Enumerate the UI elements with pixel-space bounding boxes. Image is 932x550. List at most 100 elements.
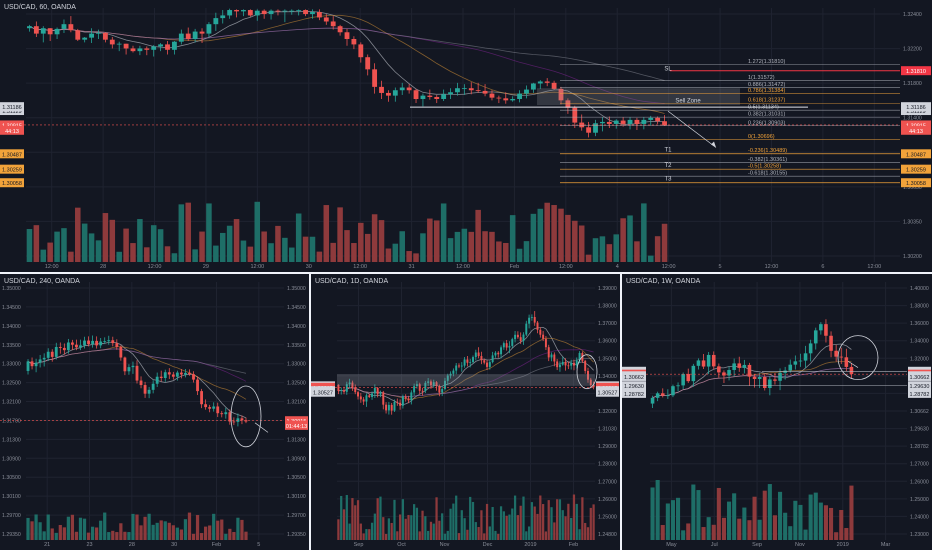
y-tick-label: 1.40000 xyxy=(910,286,929,292)
candle-body xyxy=(558,364,561,368)
candle-body xyxy=(406,87,412,91)
volume-bar xyxy=(589,507,592,540)
volume-bar xyxy=(216,520,220,540)
price-tag-label: 1.31810 xyxy=(906,69,926,75)
y-tick-label-left: 1.32100 xyxy=(2,400,21,406)
chart-svg-h1[interactable]: 12:00 28 12:00 29 12:00 30 12:00 31 12:00 Feb 12:0… xyxy=(0,0,932,272)
volume-bar xyxy=(839,509,844,540)
x-tick-label: 21 xyxy=(44,542,50,548)
volume-bar xyxy=(491,507,494,540)
volume-bar xyxy=(226,225,233,262)
y-tick-label: 1.32200 xyxy=(903,47,922,53)
volume-bar xyxy=(711,524,716,540)
candle-body xyxy=(337,26,343,33)
volume-bar xyxy=(337,519,340,540)
volume-bar xyxy=(175,527,179,540)
candle-body xyxy=(373,387,376,394)
volume-bar xyxy=(634,241,640,262)
volume-bar xyxy=(412,504,416,540)
y-tick-label-left: 1.31700 xyxy=(2,418,21,424)
candle-body xyxy=(483,360,486,363)
candle-body xyxy=(358,44,364,58)
projection-arrow xyxy=(667,110,717,148)
volume-bar xyxy=(330,242,336,262)
price-tag xyxy=(285,416,308,426)
candle-body xyxy=(392,90,398,96)
volume-bar xyxy=(432,523,435,540)
chart-svg-w1[interactable]: May Jul Sep Nov 2019 Mar 1.40000 1.38000 1.36000… xyxy=(622,274,932,550)
volume-bar xyxy=(224,533,228,540)
volume-bar xyxy=(344,230,350,262)
y-tick-label-left: 1.30900 xyxy=(2,456,21,462)
candle-body xyxy=(365,395,368,402)
volume-bar xyxy=(427,218,433,262)
volume-bar xyxy=(179,529,184,540)
x-tick-label: Oct xyxy=(397,542,406,548)
candle-body xyxy=(819,324,823,331)
volume-bar xyxy=(54,532,58,540)
volume-bar xyxy=(157,229,164,262)
candle-body xyxy=(75,30,81,40)
candle-body xyxy=(844,357,849,367)
pane-separator-vertical-1[interactable] xyxy=(309,274,311,550)
pane-separator-horizontal[interactable] xyxy=(0,272,932,274)
chart-pane-d1[interactable]: Sep Oct Nov Dec 2019 Feb 1.39000 1.38000 1.37000… xyxy=(311,274,620,550)
candle-body xyxy=(220,413,224,415)
volume-bar xyxy=(289,247,295,262)
chart-pane-h1[interactable]: 12:00 28 12:00 29 12:00 30 12:00 31 12:00 Feb 12:0… xyxy=(0,0,932,272)
volume-bar xyxy=(499,506,503,540)
y-tick-label-left: 1.32500 xyxy=(2,381,21,387)
pane-separator-vertical-2[interactable] xyxy=(620,274,622,550)
projection-arrow xyxy=(847,360,859,368)
y-tick-label-left: 1.33000 xyxy=(2,362,21,368)
candle-body xyxy=(42,357,46,360)
y-tick-label-left: 1.34000 xyxy=(2,324,21,330)
candle-body xyxy=(530,83,536,90)
volume-bar xyxy=(358,222,364,262)
volume-bar xyxy=(410,515,413,540)
price-tag-left-label: 44:13 xyxy=(5,129,19,135)
candle-body xyxy=(268,10,274,15)
volume-bar xyxy=(378,220,385,262)
volume-bar xyxy=(537,208,544,262)
candle-body xyxy=(310,12,315,15)
volume-bar xyxy=(455,495,458,540)
volume-bar xyxy=(26,517,30,540)
chart-svg-h4[interactable]: 21 23 28 30 Feb 5 1.35000 1.34500 1.34000 1.33500… xyxy=(0,274,309,550)
volume-bar xyxy=(371,214,378,262)
candle-body xyxy=(824,324,828,336)
volume-bar xyxy=(586,527,590,540)
candle-body xyxy=(466,359,469,363)
candle-body xyxy=(742,364,747,368)
candle-body xyxy=(547,347,550,358)
price-tag-label: 44:13 xyxy=(909,129,923,135)
candle-body xyxy=(788,364,793,371)
volume-bar xyxy=(247,246,254,262)
y-tick-label-left: 1.30100 xyxy=(2,494,21,500)
chart-pane-w1[interactable]: May Jul Sep Nov 2019 Mar 1.40000 1.38000 1.36000… xyxy=(622,274,932,550)
candle-body xyxy=(82,37,88,40)
chart-svg-d1[interactable]: Sep Oct Nov Dec 2019 Feb 1.39000 1.38000 1.37000… xyxy=(311,274,620,550)
y-tick-label: 1.31800 xyxy=(903,81,922,87)
candle-body xyxy=(340,390,343,391)
x-tick-label: 2019 xyxy=(837,542,849,548)
y-tick-label: 1.28782 xyxy=(910,444,929,450)
candle-body xyxy=(123,357,127,372)
moving-average-line xyxy=(29,25,665,81)
candle-body xyxy=(147,389,151,394)
volume-bar xyxy=(757,519,762,540)
chart-pane-h4[interactable]: 21 23 28 30 Feb 5 1.35000 1.34500 1.34000 1.33500… xyxy=(0,274,309,550)
candle-body xyxy=(508,345,511,348)
volume-bar xyxy=(86,532,91,540)
candle-body xyxy=(399,87,405,91)
volume-bar xyxy=(834,532,839,540)
moving-average-line xyxy=(338,349,594,398)
y-tick-label: 1.24000 xyxy=(910,514,929,520)
volume-bar xyxy=(829,507,834,540)
candle-body xyxy=(413,90,419,99)
volume-bar xyxy=(613,234,619,262)
volume-bar xyxy=(147,513,151,540)
candle-body xyxy=(99,341,103,346)
volume-bar xyxy=(143,516,147,540)
y-tick-label: 1.35000 xyxy=(598,356,617,362)
